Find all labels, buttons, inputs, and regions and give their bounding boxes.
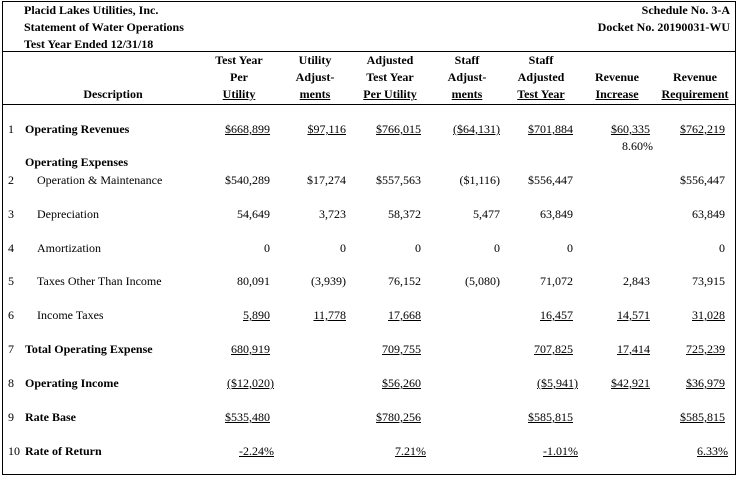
revenue-increase-percent: 8.60%: [622, 139, 653, 153]
cell-test-year: 80,091: [237, 274, 270, 288]
row-number: 4: [8, 241, 14, 255]
company-name: Placid Lakes Utilities, Inc.: [24, 3, 159, 17]
row-number: 1: [8, 122, 14, 136]
cell-revenue-increase: 2,843: [623, 274, 650, 288]
cell-staff-adjusted: 71,072: [540, 274, 573, 288]
col-header-revenue-increase: Revenue Increase: [595, 70, 639, 101]
cell-utility-adj: (3,939): [311, 274, 346, 288]
cell-adjusted: $780,256: [376, 410, 421, 424]
cell-staff-adj: 0: [494, 241, 500, 255]
cell-revenue-requirement: $585,815: [680, 410, 725, 424]
col-header-test-year: Test Year Per Utility: [215, 53, 263, 101]
cell-staff-adj: ($64,131): [453, 122, 500, 136]
cell-revenue-requirement: 73,915: [692, 274, 725, 288]
cell-revenue-requirement: $556,447: [680, 173, 725, 187]
header-divider: [2, 51, 736, 52]
cell-test-year: $668,899: [225, 122, 270, 136]
cell-adjusted: 7.21%: [395, 444, 426, 458]
header-right: Schedule No. 3-A Docket No. 20190031-WU: [598, 2, 730, 36]
row-number: 2: [8, 173, 14, 187]
docket-number: Docket No. 20190031-WU: [597, 20, 730, 34]
cell-adjusted: 0: [415, 241, 421, 255]
cell-staff-adj: 5,477: [473, 207, 500, 221]
cell-test-year: -2.24%: [239, 444, 274, 458]
cell-revenue-requirement: 725,239: [686, 342, 725, 356]
col-header-staff-adjusted: Staff Adjusted Test Year: [517, 53, 565, 101]
row-number: 6: [8, 308, 14, 322]
cell-test-year: 54,649: [237, 207, 270, 221]
cell-test-year: $535,480: [225, 410, 270, 424]
cell-utility-adj: 0: [340, 241, 346, 255]
col-header-staff-adjustments: Staff Adjust-ments: [447, 53, 487, 101]
cell-staff-adjusted: 63,849: [540, 207, 573, 221]
cell-adjusted: 58,372: [388, 207, 421, 221]
cell-utility-adj: 3,723: [319, 207, 346, 221]
cell-staff-adjusted: 16,457: [540, 308, 573, 322]
cell-revenue-increase: $60,335: [611, 122, 650, 136]
cell-adjusted: 709,755: [382, 342, 421, 356]
col-header-revenue-requirement: Revenue Requirement: [661, 70, 729, 101]
cell-adjusted: 76,152: [388, 274, 421, 288]
cell-adjusted: $56,260: [382, 376, 421, 390]
row-label: Operating Income: [25, 376, 119, 390]
cell-utility-adj: $97,116: [307, 122, 346, 136]
cell-staff-adjusted: ($5,941): [537, 376, 578, 390]
cell-adjusted: $557,563: [376, 173, 421, 187]
statement-title: Statement of Water Operations: [24, 20, 184, 34]
table-header-divider: [2, 104, 736, 105]
cell-revenue-requirement: 63,849: [692, 207, 725, 221]
cell-staff-adjusted: $585,815: [528, 410, 573, 424]
row-label: Rate Base: [25, 410, 76, 424]
row-label: Taxes Other Than Income: [37, 274, 162, 288]
cell-adjusted: 17,668: [388, 308, 421, 322]
cell-adjusted: $766,015: [376, 122, 421, 136]
cell-revenue-requirement: 6.33%: [697, 444, 728, 458]
cell-staff-adj: ($1,116): [459, 173, 500, 187]
cell-test-year: 5,890: [243, 308, 270, 322]
cell-revenue-increase: 14,571: [617, 308, 650, 322]
cell-utility-adj: 11,778: [313, 308, 346, 322]
cell-staff-adj: (5,080): [465, 274, 500, 288]
cell-staff-adjusted: $701,884: [528, 122, 573, 136]
section-heading-operating-expenses: Operating Expenses: [25, 155, 129, 169]
row-number: 5: [8, 274, 14, 288]
cell-staff-adjusted: $556,447: [528, 173, 573, 187]
row-number: 7: [8, 342, 14, 356]
cell-test-year: 680,919: [231, 342, 270, 356]
schedule-number: Schedule No. 3-A: [641, 3, 730, 17]
row-label: Total Operating Expense: [25, 342, 153, 356]
cell-revenue-increase: 17,414: [617, 342, 650, 356]
col-header-adjusted-test-year: Adjusted Test Year Per Utility: [363, 53, 417, 101]
col-header-description: Description: [83, 87, 143, 101]
cell-test-year: 0: [264, 241, 270, 255]
cell-revenue-requirement: $762,219: [680, 122, 725, 136]
col-header-utility-adjustments: Utility Adjust-ments: [295, 53, 335, 101]
cell-test-year: $540,289: [225, 173, 270, 187]
cell-revenue-requirement: $36,979: [686, 376, 725, 390]
row-number: 9: [8, 410, 14, 424]
row-label: Depreciation: [37, 207, 99, 221]
cell-utility-adj: $17,274: [307, 173, 346, 187]
row-label: Income Taxes: [37, 308, 104, 322]
row-label: Rate of Return: [25, 444, 102, 458]
header-left: Placid Lakes Utilities, Inc. Statement o…: [24, 2, 184, 53]
cell-staff-adjusted: -1.01%: [543, 444, 578, 458]
cell-revenue-requirement: 31,028: [692, 308, 725, 322]
cell-revenue-requirement: 0: [719, 241, 725, 255]
cell-staff-adjusted: 707,825: [534, 342, 573, 356]
cell-revenue-increase: $42,921: [611, 376, 650, 390]
row-number: 10: [8, 444, 20, 458]
row-label: Operating Revenues: [25, 122, 130, 136]
row-number: 3: [8, 207, 14, 221]
row-label: Amortization: [37, 241, 101, 255]
test-year-label: Test Year Ended 12/31/18: [24, 37, 154, 51]
row-label: Operation & Maintenance: [37, 173, 163, 187]
cell-staff-adjusted: 0: [567, 241, 573, 255]
row-number: 8: [8, 376, 14, 390]
cell-test-year: ($12,020): [227, 376, 274, 390]
